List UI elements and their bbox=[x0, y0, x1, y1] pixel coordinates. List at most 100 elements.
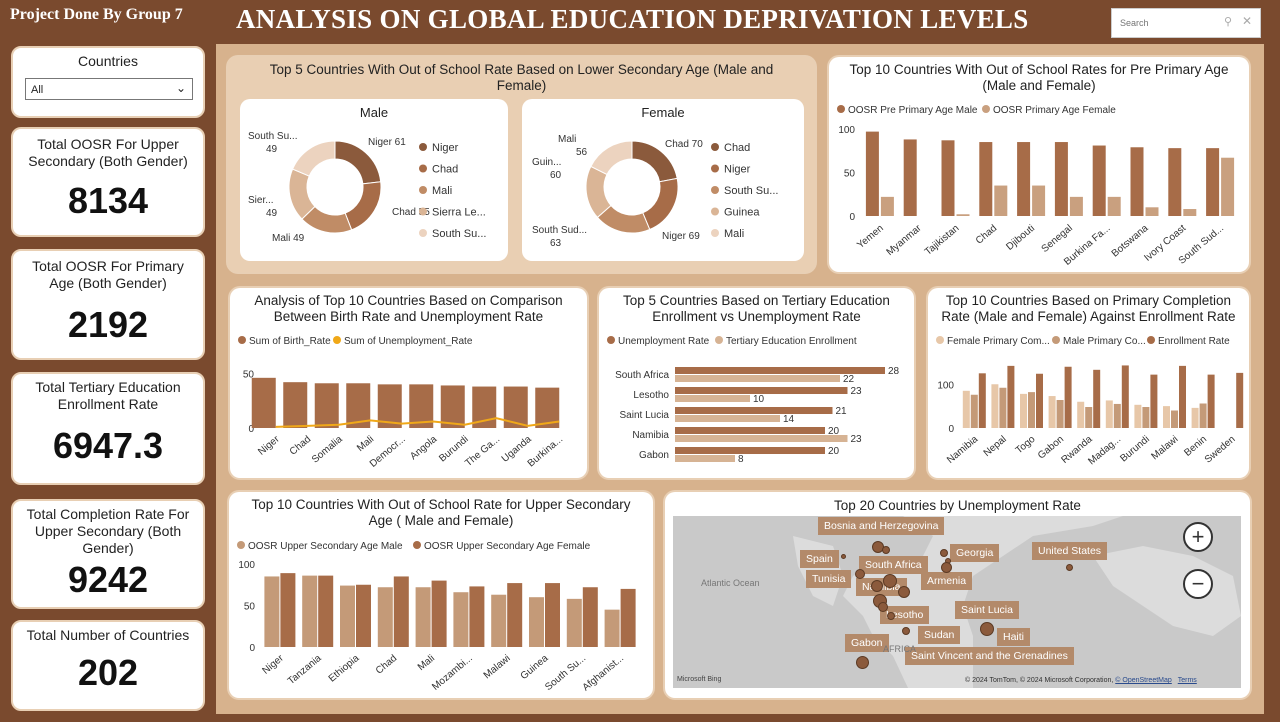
donut-slice bbox=[642, 177, 679, 231]
chart-primary-completion-card[interactable]: Top 10 Countries Based on Primary Comple… bbox=[928, 288, 1249, 478]
bar bbox=[582, 587, 598, 647]
map-label-sudan[interactable]: Sudan bbox=[918, 626, 961, 644]
bar bbox=[941, 140, 955, 216]
kpi-value: 9242 bbox=[67, 559, 149, 600]
bar bbox=[377, 587, 393, 647]
legend-label: Male Primary Co... bbox=[1063, 336, 1146, 347]
donut-panel-female[interactable]: Female Chad 70 Niger 69 South Sud... 63 Guin.… bbox=[522, 99, 804, 261]
map-bubble[interactable] bbox=[887, 612, 895, 620]
chevron-down-icon[interactable]: ⌄ bbox=[175, 81, 186, 95]
map-bubble[interactable] bbox=[941, 562, 952, 573]
legend-label: OOSR Pre Primary Age Male bbox=[848, 105, 978, 116]
zoom-in-button[interactable]: + bbox=[1183, 522, 1213, 552]
legend-dot bbox=[419, 229, 427, 237]
legend-dot bbox=[607, 336, 615, 344]
map-label-georgia[interactable]: Georgia bbox=[950, 544, 1000, 562]
x-tick-label: Namibia bbox=[945, 434, 981, 466]
bar bbox=[1145, 207, 1159, 216]
bar bbox=[1168, 148, 1182, 216]
y-tick-label: South Africa bbox=[615, 370, 669, 381]
slice-label-name: Mali bbox=[558, 134, 576, 145]
map-label-haiti[interactable]: Haiti bbox=[997, 628, 1031, 646]
map-bubble[interactable] bbox=[855, 569, 865, 579]
donut-panel-male[interactable]: Male Niger 61 Chad 55 Mali 49 Sier... 49 South… bbox=[240, 99, 508, 261]
chart-lower-secondary-card[interactable]: Top 5 Countries With Out of School Rate … bbox=[228, 57, 815, 272]
donut-slice bbox=[344, 181, 382, 231]
bar bbox=[979, 142, 993, 216]
map-bubble[interactable] bbox=[902, 627, 910, 635]
map-continent-label: AFRICA bbox=[883, 644, 917, 654]
bar bbox=[604, 609, 620, 647]
chart-pre-primary-card[interactable]: Top 10 Countries With Out of School Rate… bbox=[829, 57, 1249, 272]
slice-label: Niger 69 bbox=[662, 231, 700, 242]
bar bbox=[675, 447, 825, 454]
search-box[interactable]: ⚲ ✕ bbox=[1111, 8, 1261, 38]
legend-dot bbox=[1052, 336, 1060, 344]
map-bubble[interactable] bbox=[871, 580, 883, 592]
map-bubble[interactable] bbox=[883, 574, 897, 588]
map-bubble[interactable] bbox=[1066, 564, 1073, 571]
map-bubble[interactable] bbox=[940, 549, 948, 557]
map-label-gabon[interactable]: Gabon bbox=[845, 634, 889, 652]
chart-title: Top 10 Countries With Out of School Rate… bbox=[849, 62, 1229, 93]
search-icon[interactable]: ⚲ bbox=[1223, 16, 1232, 28]
hbar-chart-tertiary[interactable]: Unemployment Rate Tertiary Education Enro… bbox=[599, 288, 914, 478]
slice-label: Chad 70 bbox=[665, 139, 703, 150]
donut-chart-female[interactable]: Female Chad 70 Niger 69 South Sud... 63 Guin.… bbox=[522, 99, 804, 261]
map-bubble[interactable] bbox=[898, 586, 910, 598]
donut-title: Female bbox=[641, 105, 684, 120]
chart-upper-secondary-card[interactable]: Top 10 Countries With Out of School Rate… bbox=[229, 492, 653, 698]
x-tick-label: Togo bbox=[1014, 434, 1038, 457]
map-label-bosnia[interactable]: Bosnia and Herzegovina bbox=[818, 517, 945, 535]
countries-dropdown[interactable]: All ⌄ bbox=[25, 78, 193, 100]
map-label-united-states[interactable]: United States bbox=[1032, 542, 1108, 560]
map-label-tunisia[interactable]: Tunisia bbox=[806, 570, 852, 588]
y-tick-label: 0 bbox=[948, 424, 954, 435]
bar-chart-upper-secondary[interactable]: 0 50 100 OOSR Upper Secondary Age Male OOSR … bbox=[229, 492, 653, 698]
map-bubble[interactable] bbox=[856, 656, 869, 669]
bar bbox=[1064, 366, 1072, 428]
map-bubble[interactable] bbox=[841, 554, 846, 559]
bar bbox=[978, 373, 986, 428]
kpi-card-primary-oosr: Total OOSR For Primary Age (Both Gender)… bbox=[11, 249, 205, 360]
map-card[interactable]: Top 20 Countries by Unemployment Rate Bo… bbox=[665, 492, 1250, 698]
bar bbox=[1199, 403, 1207, 428]
bar bbox=[302, 575, 318, 647]
map-bubble[interactable] bbox=[980, 622, 994, 636]
close-icon[interactable]: ✕ bbox=[1241, 14, 1252, 28]
map-label-armenia[interactable]: Armenia bbox=[921, 572, 973, 590]
bar bbox=[340, 585, 355, 647]
map-label-spain[interactable]: Spain bbox=[800, 550, 839, 568]
map-bubble[interactable] bbox=[882, 546, 890, 554]
map-label-south-africa[interactable]: South Africa bbox=[859, 556, 928, 574]
bar bbox=[1134, 404, 1142, 428]
data-label: 28 bbox=[888, 366, 900, 377]
combo-chart-birth-unemployment[interactable]: 0 50 Sum of Birth_Rate Sum of Unemployment_… bbox=[230, 288, 587, 478]
attribution-text: © 2024 TomTom, © 2024 Microsoft Corporat… bbox=[965, 677, 1114, 684]
slice-label-name: South Sud... bbox=[532, 225, 587, 236]
bar bbox=[675, 427, 825, 434]
legend-label: South Su... bbox=[724, 185, 778, 197]
legend-label: Chad bbox=[432, 164, 458, 176]
map-label-saint-lucia[interactable]: Saint Lucia bbox=[955, 601, 1019, 619]
chart-birth-unemployment-card[interactable]: Analysis of Top 10 Countries Based on Co… bbox=[230, 288, 587, 478]
search-input[interactable] bbox=[1112, 9, 1212, 37]
bar-chart-pre-primary[interactable]: 0 50 100 OOSR Pre Primary Age Male OOSR Prim… bbox=[829, 57, 1249, 272]
map-label-saint-vincent[interactable]: Saint Vincent and the Grenadines bbox=[905, 647, 1074, 665]
x-tick-label: Ethiopia bbox=[327, 653, 362, 685]
map-canvas[interactable]: Bosnia and Herzegovina Spain Tunisia Sou… bbox=[673, 516, 1241, 688]
chart-tertiary-card[interactable]: Top 5 Countries Based on Tertiary Educat… bbox=[599, 288, 914, 478]
x-tick-label: Tajikistan bbox=[923, 223, 962, 258]
bar-chart-primary-completion[interactable]: 0 100 Female Primary Com... Male Primary Co… bbox=[928, 288, 1249, 478]
x-tick-label: Niger bbox=[260, 652, 286, 676]
bar bbox=[1085, 407, 1093, 428]
bar bbox=[545, 583, 560, 647]
terms-link[interactable]: Terms bbox=[1177, 677, 1197, 684]
y-tick-label: 0 bbox=[249, 643, 255, 654]
kpi-card-completion-rate: Total Completion Rate For Upper Secondar… bbox=[11, 499, 205, 609]
osm-link[interactable]: © OpenStreetMap bbox=[1115, 677, 1172, 684]
zoom-out-button[interactable]: − bbox=[1183, 569, 1213, 599]
y-tick-label: Namibia bbox=[632, 430, 669, 441]
map-bubble[interactable] bbox=[878, 602, 888, 612]
